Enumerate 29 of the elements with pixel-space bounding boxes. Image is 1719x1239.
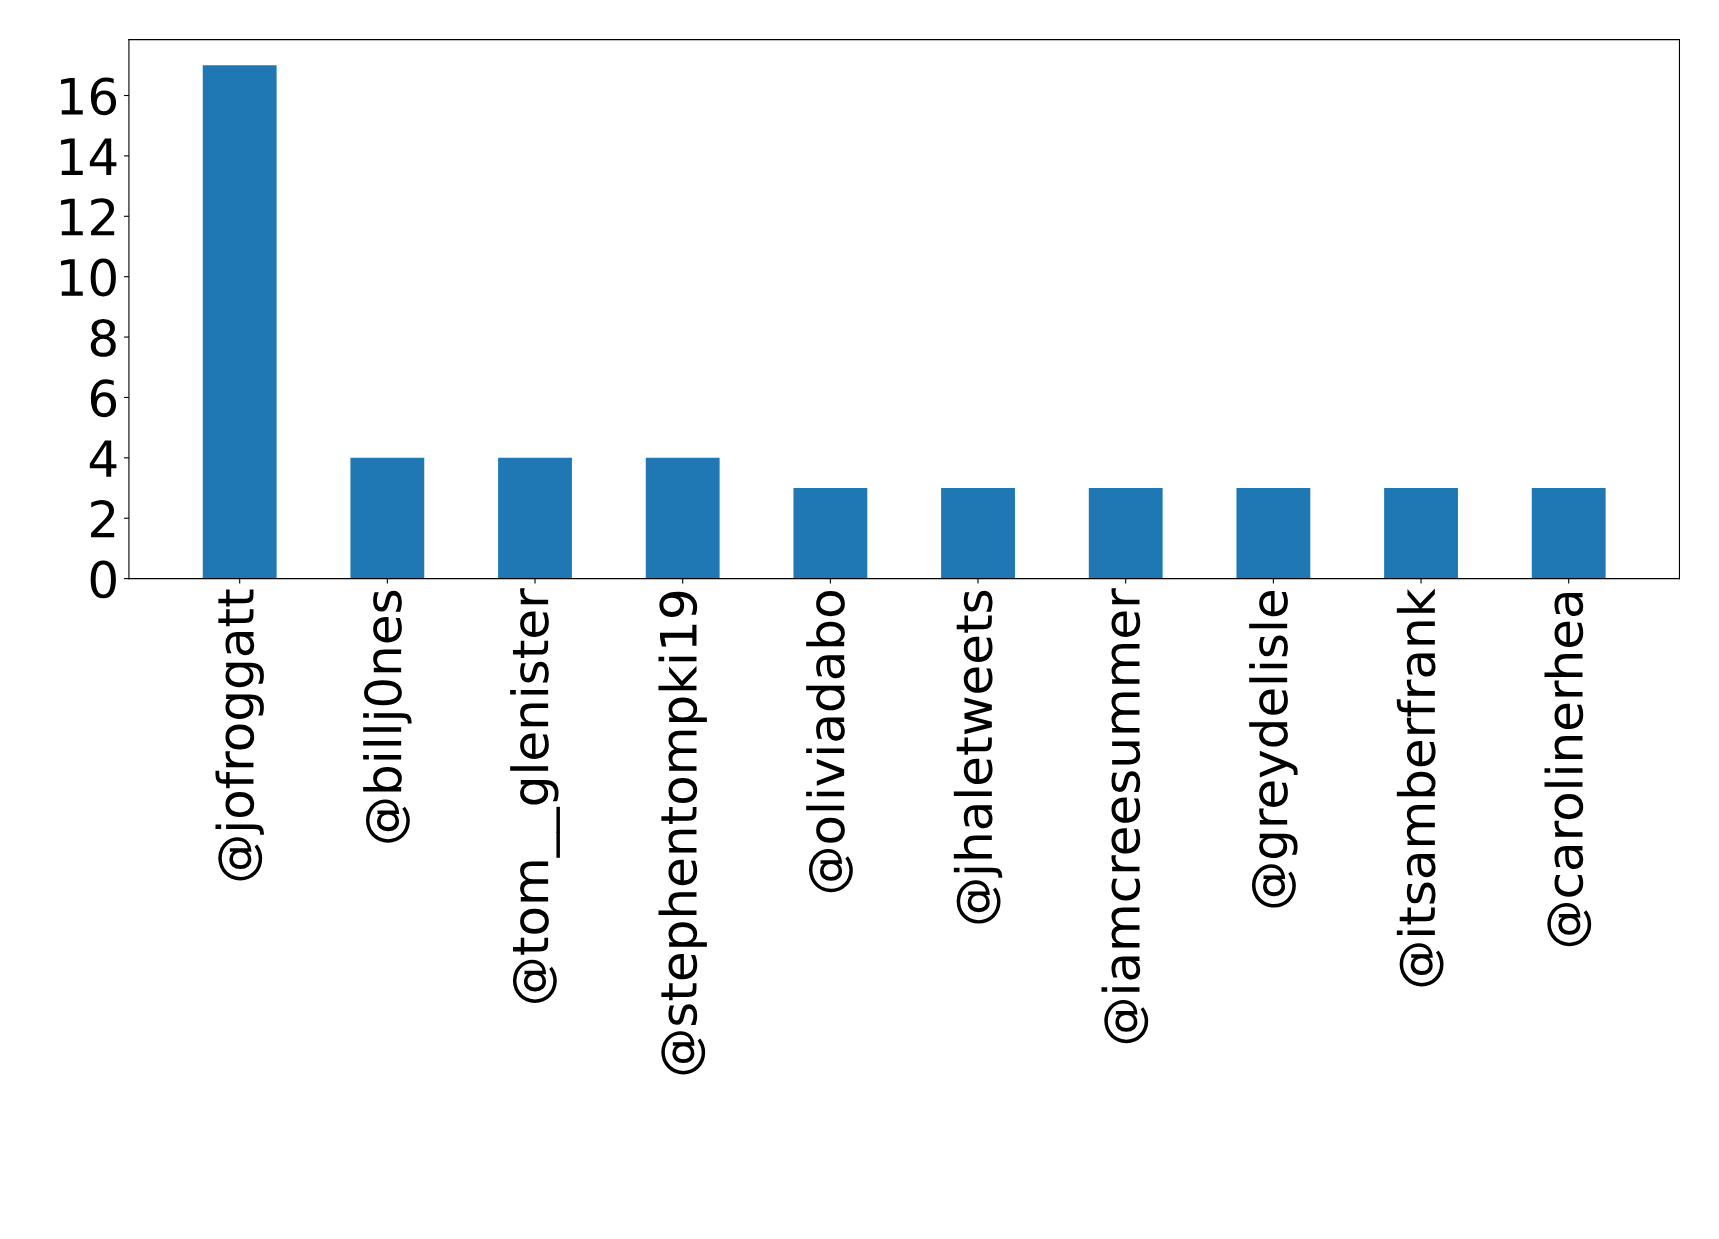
bar [202, 65, 277, 579]
bar [350, 457, 425, 579]
y-tick-label: 12 [61, 198, 115, 236]
y-tick-label: 14 [61, 138, 117, 175]
y-tick-label: 10 [61, 258, 116, 297]
x-tick-label: @tom__glenister [510, 588, 560, 1003]
bar [498, 457, 572, 579]
x-tick-label: @greydelisle [1249, 591, 1298, 908]
x-tick-label: @jhaletweets [953, 590, 1003, 924]
bar [1531, 488, 1606, 579]
x-tick-label: @carolinerhea [1544, 592, 1592, 947]
x-tick-label: @iamcreesummer [1101, 588, 1149, 1044]
bar [1088, 488, 1163, 579]
x-tick-label: @oliviadabo [806, 591, 853, 893]
y-tick-label: 4 [89, 440, 117, 477]
y-tick-label: 6 [90, 379, 117, 418]
y-tick-label: 8 [90, 318, 116, 357]
x-tick-label: @billj0nes [363, 590, 412, 843]
y-tick-label: 16 [61, 77, 117, 116]
bar [1384, 488, 1458, 579]
bar [941, 488, 1015, 579]
y-tick-label: 2 [91, 500, 115, 538]
bar [793, 488, 868, 579]
y-tick-label: 0 [90, 560, 116, 599]
x-tick-label: @itsamberfrank [1396, 588, 1444, 987]
bar [1236, 488, 1311, 579]
x-tick-label: @stephentompki19 [658, 591, 707, 1075]
bar [645, 457, 720, 579]
x-tick-label: @jofroggatt [215, 589, 264, 881]
